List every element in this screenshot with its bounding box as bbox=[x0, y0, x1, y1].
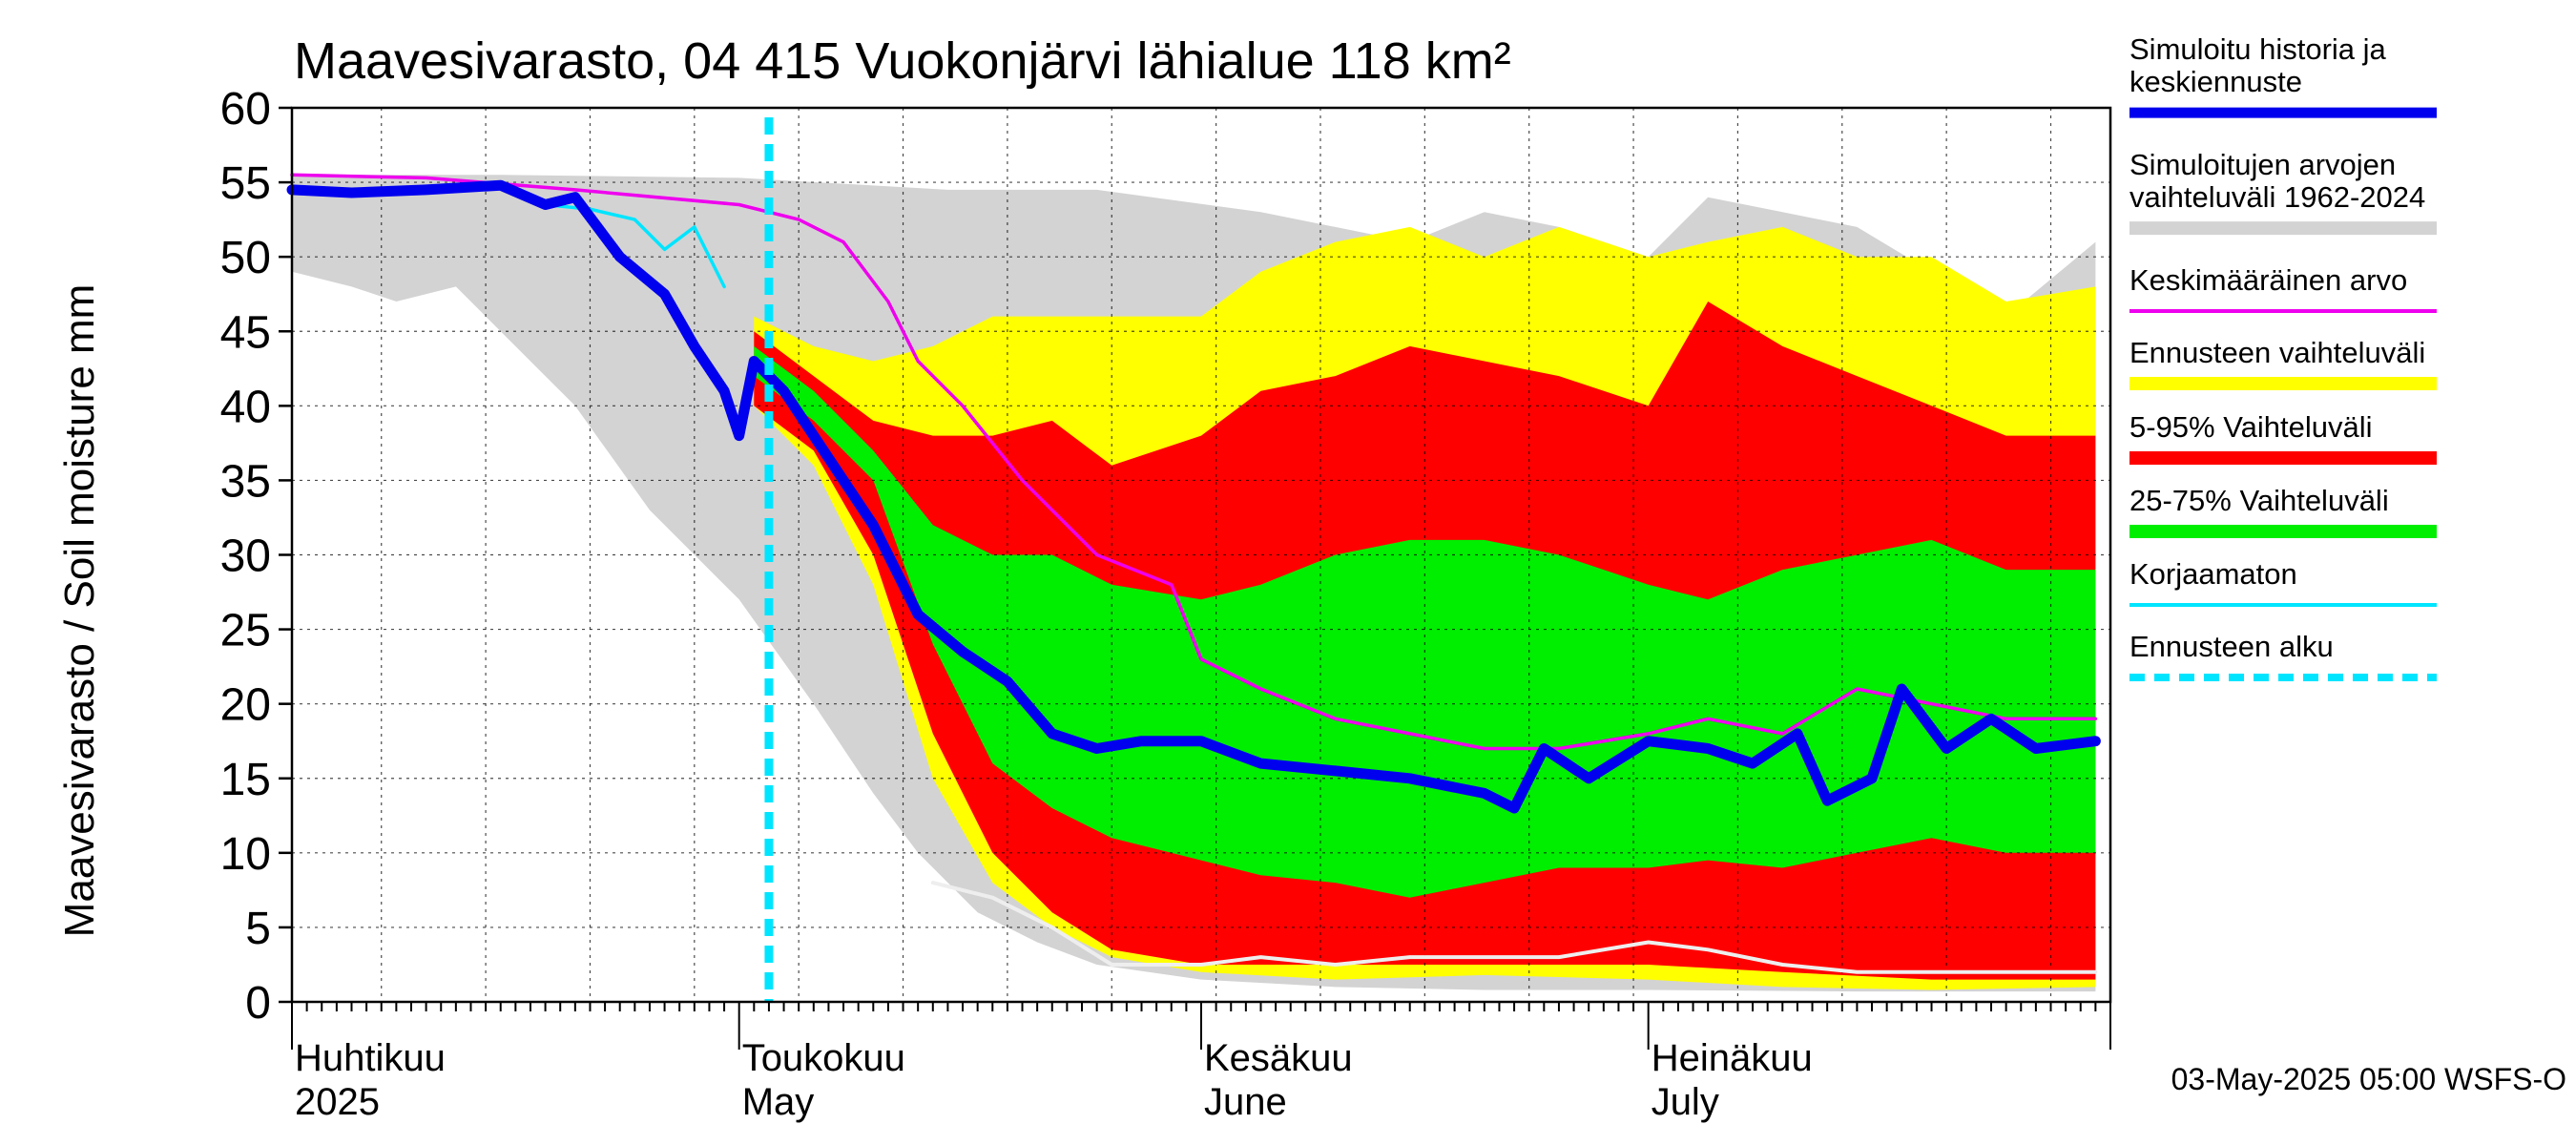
legend-label: 25-75% Vaihteluväli bbox=[2129, 484, 2389, 517]
x-month-sublabel: May bbox=[742, 1081, 815, 1123]
y-tick-label: 0 bbox=[245, 978, 271, 1029]
plot-area: 051015202530354045505560Huhtikuu2025Touk… bbox=[220, 84, 2112, 1123]
y-tick-label: 15 bbox=[220, 755, 271, 805]
legend-label: Simuloitu historia ja keskiennuste bbox=[2129, 32, 2387, 98]
ensemble-min-line bbox=[930, 881, 2098, 974]
legend-label: Ennusteen vaihteluväli bbox=[2129, 336, 2425, 369]
x-month-sublabel: June bbox=[1204, 1081, 1287, 1123]
y-tick-label: 45 bbox=[220, 307, 271, 358]
y-tick-label: 35 bbox=[220, 456, 271, 507]
y-tick-label: 10 bbox=[220, 829, 271, 880]
x-month-label: Kesäkuu bbox=[1204, 1037, 1353, 1079]
mean-line bbox=[290, 173, 2098, 751]
y-tick-label: 25 bbox=[220, 606, 271, 656]
y-tick-label: 5 bbox=[245, 904, 271, 954]
y-tick-label: 20 bbox=[220, 680, 271, 731]
legend-label: Simuloitujen arvojen vaihteluväli 1962-20… bbox=[2129, 148, 2425, 214]
legend-label: Korjaamaton bbox=[2129, 557, 2297, 591]
legend-label: 5-95% Vaihteluväli bbox=[2129, 410, 2372, 444]
y-tick-label: 40 bbox=[220, 382, 271, 432]
chart-title: Maavesivarasto, 04 415 Vuokonjärvi lähia… bbox=[294, 32, 1511, 90]
legend: Simuloitu historia ja keskiennuste Simuloi… bbox=[2129, 32, 2437, 681]
y-tick-label: 30 bbox=[220, 531, 271, 582]
median-line bbox=[286, 179, 2101, 814]
legend-label: Ennusteen alku bbox=[2129, 630, 2334, 663]
y-tick-label: 50 bbox=[220, 233, 271, 283]
x-month-label: Huhtikuu bbox=[295, 1037, 446, 1079]
timestamp: 03-May-2025 05:00 WSFS-O bbox=[2171, 1062, 2566, 1096]
x-month-sublabel: July bbox=[1652, 1081, 1719, 1123]
x-month-label: Toukokuu bbox=[742, 1037, 905, 1079]
y-tick-label: 55 bbox=[220, 158, 271, 209]
y-tick-label: 60 bbox=[220, 84, 271, 135]
y-axis-label: Maavesivarasto / Soil moisture mm bbox=[56, 284, 103, 938]
x-month-sublabel: 2025 bbox=[295, 1081, 380, 1123]
x-month-label: Heinäkuu bbox=[1652, 1037, 1813, 1079]
legend-label: Keskimääräinen arvo bbox=[2129, 263, 2407, 297]
